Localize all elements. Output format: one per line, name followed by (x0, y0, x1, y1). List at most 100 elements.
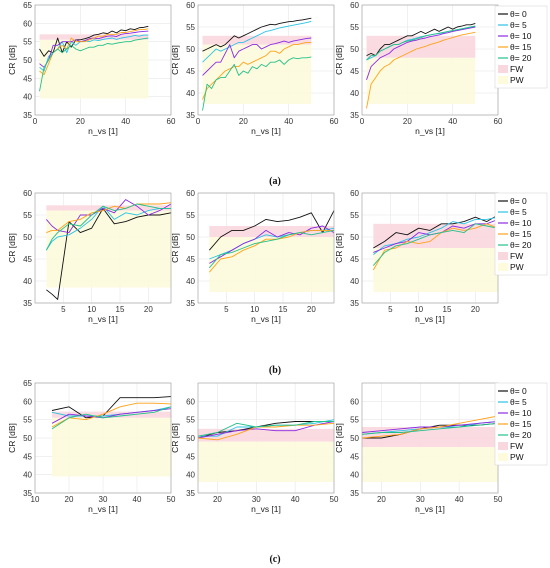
plot-frame (34, 192, 172, 304)
y-tick-label: 50 (350, 233, 359, 242)
x-tick-label: 15 (279, 305, 288, 314)
y-axis-label: CR [dB] (7, 423, 17, 453)
band-pw (209, 237, 334, 292)
x-axis-label: n_vs [1] (251, 126, 281, 136)
plot-frame (197, 4, 335, 116)
y-tick-label: 35 (186, 111, 195, 120)
x-tick-label: 15 (116, 305, 125, 314)
legend-label: θ= 15 (510, 419, 532, 429)
y-tick-label: 50 (186, 45, 195, 54)
y-tick-label: 60 (186, 397, 195, 406)
x-tick-label: 40 (284, 117, 293, 126)
x-tick-label: 40 (133, 495, 142, 504)
y-tick-label: 45 (23, 452, 32, 461)
y-axis-label: CR [dB] (334, 423, 344, 453)
x-tick-label: 40 (121, 117, 130, 126)
y-tick-label: 50 (23, 434, 32, 443)
legend-label: θ= 0 (510, 196, 527, 206)
x-tick-label: 20 (471, 305, 480, 314)
x-tick-label: 20 (377, 495, 386, 504)
y-tick-label: 55 (350, 416, 359, 425)
series-line-4 (197, 421, 334, 437)
x-tick-label: 40 (448, 117, 457, 126)
legend-band-label: FW (510, 251, 523, 261)
x-tick-label: 20 (307, 305, 316, 314)
series-line-1 (202, 20, 312, 63)
y-tick-label: 45 (350, 255, 359, 264)
x-tick-label: 15 (443, 305, 452, 314)
series-line-2 (202, 37, 312, 76)
y-tick-label: 40 (186, 89, 195, 98)
series-line-4 (372, 223, 499, 266)
y-axis-label: CR [dB] (170, 45, 180, 75)
x-tick-label: 30 (416, 495, 425, 504)
x-tick-label: 5 (61, 305, 66, 314)
x-tick-label: 30 (99, 495, 108, 504)
y-axis-label: CR [dB] (170, 233, 180, 263)
y-axis-label: CR [dB] (7, 233, 17, 263)
x-axis-label: n_vs [1] (88, 504, 118, 514)
series-line-0 (51, 396, 172, 419)
legend-band-label: PW (510, 262, 524, 272)
y-tick-label: 45 (23, 255, 32, 264)
x-tick-label: 20 (213, 495, 222, 504)
y-tick-label: 50 (350, 434, 359, 443)
band-pw (362, 447, 498, 482)
legend-swatch-band (498, 263, 508, 271)
x-axis-label: n_vs [1] (251, 504, 281, 514)
band-fw (39, 34, 149, 40)
y-tick-label: 45 (186, 255, 195, 264)
series-line-0 (373, 214, 499, 249)
series-line-4 (366, 25, 476, 61)
legend-band-label: FW (510, 441, 523, 451)
band-pw (39, 39, 149, 99)
series-line-0 (208, 210, 335, 251)
band-fw (209, 226, 334, 237)
x-tick-label: 10 (414, 305, 423, 314)
y-tick-label: 35 (186, 489, 195, 498)
x-axis-label: n_vs [1] (415, 314, 445, 324)
y-axis-label: CR [dB] (334, 45, 344, 75)
legend-label: θ= 15 (510, 42, 532, 52)
band-pw (198, 441, 334, 482)
y-axis-label: CR [dB] (170, 423, 180, 453)
x-axis-label: n_vs [1] (251, 314, 281, 324)
x-tick-label: 20 (76, 117, 85, 126)
x-tick-label: 20 (403, 117, 412, 126)
y-tick-label: 45 (350, 67, 359, 76)
x-tick-label: 60 (330, 117, 339, 126)
x-axis-label: n_vs [1] (415, 126, 445, 136)
band-fw (366, 35, 476, 58)
series-line-4 (202, 56, 312, 111)
y-axis-label: CR [dB] (7, 45, 17, 75)
x-tick-label: 40 (455, 495, 464, 504)
series-line-3 (46, 202, 172, 234)
x-tick-label: 10 (87, 305, 96, 314)
band-pw (52, 417, 171, 477)
legend-label: θ= 15 (510, 229, 532, 239)
y-tick-label: 60 (23, 19, 32, 28)
legend-swatch-band (498, 442, 508, 450)
y-tick-label: 40 (350, 277, 359, 286)
series-line-2 (51, 408, 172, 424)
series-line-3 (197, 422, 335, 441)
legend-swatch-band (498, 453, 508, 461)
y-axis-label: CR [dB] (334, 233, 344, 263)
legend-label: θ= 20 (510, 53, 532, 63)
y-tick-label: 60 (23, 189, 32, 198)
series-line-2 (209, 225, 335, 264)
x-tick-label: 50 (167, 495, 176, 504)
legend-label: θ= 20 (510, 430, 532, 440)
series-line-0 (366, 23, 476, 57)
y-tick-label: 65 (23, 1, 32, 10)
chart-2-0: 10 20 30 40 50 35 40 45 50 55 60 65 n_vs [1] CR [dB] (7, 379, 176, 514)
plot-frame (197, 382, 335, 494)
panel-label-b: (b) (269, 365, 281, 376)
x-tick-label: 10 (31, 495, 40, 504)
chart-0-2: 0 20 40 60 35 40 45 50 55 60 n_vs [1] CR [dB] (334, 1, 503, 136)
y-tick-label: 50 (186, 233, 195, 242)
y-tick-label: 45 (186, 67, 195, 76)
